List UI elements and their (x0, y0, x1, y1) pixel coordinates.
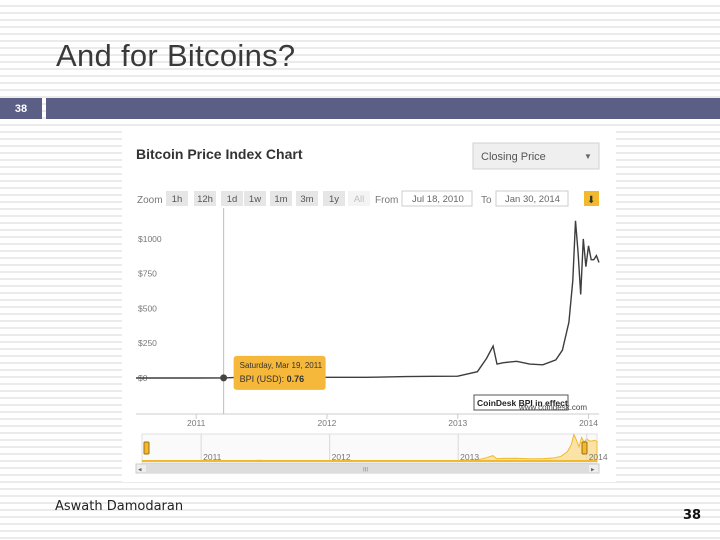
zoom-label: Zoom (137, 195, 163, 206)
slide-title: And for Bitcoins? (56, 38, 296, 73)
y-axis: $1000$750$500$250$0 (138, 234, 162, 383)
zoom-button-label: 1w (249, 194, 261, 205)
zoom-button-label: 1y (329, 194, 339, 205)
zoom-button-label: 3m (300, 194, 313, 205)
x-tick-label: 2011 (187, 418, 206, 428)
x-axis: 2011 2012 2013 2014 (187, 414, 598, 428)
scrollbar-thumb[interactable] (146, 465, 589, 472)
tooltip-date: Saturday, Mar 19, 2011 (240, 361, 323, 370)
chevron-down-icon: ▼ (584, 152, 592, 161)
tooltip: Saturday, Mar 19, 2011 BPI (USD): 0.76 (233, 355, 326, 390)
zoom-button-1d[interactable]: 1d (221, 191, 243, 206)
scroll-right-arrow-icon[interactable]: ▸ (591, 467, 595, 474)
coindesk-badge: CoinDesk BPI in effect (473, 394, 569, 411)
zoom-button-1h[interactable]: 1h (166, 191, 188, 206)
to-date-value: Jan 30, 2014 (505, 194, 560, 205)
scrollbar[interactable]: ◂ ▸ III (135, 463, 600, 474)
zoom-button-label: 1m (274, 194, 287, 205)
scroll-left-arrow-icon[interactable]: ◂ (138, 467, 142, 474)
navigator-tick-label: 2011 (203, 452, 222, 462)
from-date-input[interactable]: Jul 18, 2010 (401, 190, 473, 207)
navigator[interactable]: 2011 2012 2013 2014 (141, 433, 608, 464)
navigator-tick-label: 2012 (332, 452, 351, 462)
zoom-button-label: 1d (227, 194, 238, 205)
zoom-button-label: 1h (172, 194, 183, 205)
header-bar (46, 98, 720, 119)
bitcoin-chart: Bitcoin Price Index Chart Closing Price … (135, 142, 608, 474)
chart-title: Bitcoin Price Index Chart (136, 146, 303, 162)
zoom-button-3m[interactable]: 3m (296, 191, 318, 206)
to-date-input[interactable]: Jan 30, 2014 (495, 190, 569, 207)
download-arrow-icon: ⬇ (587, 195, 595, 206)
tooltip-value-line: BPI (USD): 0.76 (240, 374, 305, 384)
zoom-buttons: 1h 12h 1d 1w 1m 3m 1y All (166, 191, 370, 206)
x-tick-label: 2013 (448, 418, 467, 428)
navigator-tick-label: 2014 (589, 452, 608, 462)
zoom-button-bg (166, 191, 188, 206)
y-tick-label: $500 (138, 303, 157, 313)
price-series-line (136, 220, 600, 379)
zoom-button-1w[interactable]: 1w (244, 191, 266, 206)
scrollbar-grip: III (363, 468, 368, 474)
dropdown-label: Closing Price (481, 151, 546, 163)
zoom-button-12h[interactable]: 12h (194, 191, 216, 206)
zoom-button-bg (296, 191, 318, 206)
footer-page-number: 38 (683, 508, 702, 523)
x-tick-label: 2014 (579, 418, 598, 428)
tooltip-value-label: BPI (USD): (240, 374, 287, 384)
zoom-button-bg (221, 191, 243, 206)
zoom-button-bg (194, 191, 216, 206)
zoom-button-1m[interactable]: 1m (270, 191, 292, 206)
y-tick-label: $750 (138, 269, 157, 279)
slide-number-box: 38 (0, 98, 42, 119)
chart-panel: Bitcoin Price Index Chart Closing Price … (122, 128, 616, 482)
download-button[interactable]: ⬇ (584, 191, 599, 206)
tooltip-value: 0.76 (287, 374, 305, 384)
y-tick-label: $1000 (138, 234, 162, 244)
zoom-button-bg (348, 191, 370, 206)
x-tick-label: 2012 (317, 418, 336, 428)
tooltip-box (233, 355, 326, 390)
zoom-button-1y[interactable]: 1y (323, 191, 345, 206)
y-tick-label: $250 (138, 338, 157, 348)
zoom-button-label: All (354, 194, 365, 205)
coindesk-credit: www.coindesk.com (518, 403, 587, 412)
from-label: From (375, 195, 398, 206)
navigator-tick-label: 2013 (460, 452, 479, 462)
zoom-button-all[interactable]: All (348, 191, 370, 206)
closing-price-dropdown[interactable]: Closing Price ▼ (472, 142, 600, 170)
zoom-button-bg (270, 191, 292, 206)
badge-text: CoinDesk BPI in effect (477, 398, 568, 408)
zoom-button-bg (244, 191, 266, 206)
zoom-button-bg (323, 191, 345, 206)
zoom-button-label: 12h (197, 194, 213, 205)
from-date-value: Jul 18, 2010 (412, 194, 464, 205)
hover-point (220, 374, 228, 382)
footer-author: Aswath Damodaran (55, 499, 184, 514)
navigator-handle-left[interactable] (143, 441, 150, 455)
to-label: To (481, 195, 492, 206)
navigator-handle-right[interactable] (581, 441, 588, 455)
